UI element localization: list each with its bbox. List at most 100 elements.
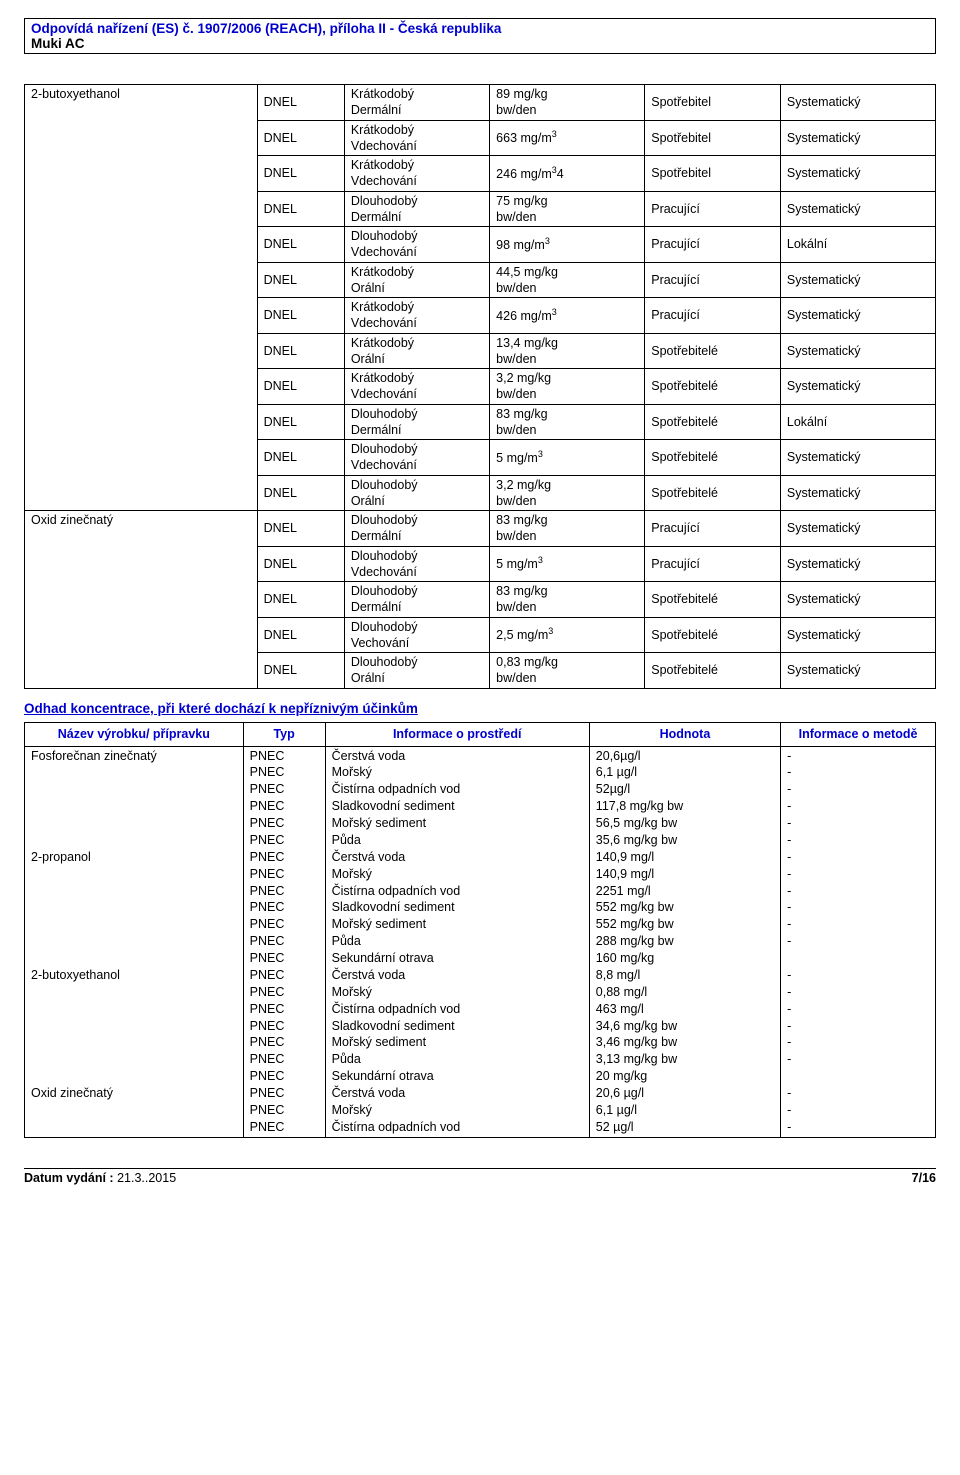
footer-page: 7/16 [912, 1171, 936, 1185]
dnel-cell: 13,4 mg/kgbw/den [490, 333, 645, 369]
pnec-col: 20,6µg/l6,1 µg/l52µg/l117,8 mg/kg bw56,5… [589, 746, 780, 1137]
dnel-cell: Spotřebitel [645, 120, 781, 156]
dnel-cell: Systematický [780, 333, 935, 369]
dnel-cell: Spotřebitelé [645, 440, 781, 476]
pnec-section-title: Odhad koncentrace, při které dochází k n… [24, 701, 936, 716]
dnel-cell: Spotřebitel [645, 85, 781, 121]
dnel-cell: Lokální [780, 404, 935, 440]
dnel-cell: DNEL [257, 369, 344, 405]
pnec-table: Název výrobku/ přípravkuTypInformace o p… [24, 722, 936, 1138]
dnel-cell: DNEL [257, 333, 344, 369]
pnec-header: Hodnota [589, 722, 780, 746]
pnec-header: Název výrobku/ přípravku [25, 722, 244, 746]
dnel-cell: DlouhodobýOrální [344, 653, 489, 689]
dnel-cell: 3,2 mg/kgbw/den [490, 369, 645, 405]
dnel-cell: KrátkodobýVdechování [344, 156, 489, 192]
dnel-cell: Systematický [780, 475, 935, 511]
dnel-cell: Pracující [645, 546, 781, 582]
footer-date-value: 21.3..2015 [114, 1171, 177, 1185]
pnec-col: PNECPNECPNECPNECPNECPNECPNECPNECPNECPNEC… [243, 746, 325, 1137]
dnel-cell: Systematický [780, 546, 935, 582]
dnel-cell: Spotřebitelé [645, 369, 781, 405]
dnel-cell: DlouhodobýVdechování [344, 546, 489, 582]
dnel-cell: 83 mg/kgbw/den [490, 404, 645, 440]
dnel-cell: KrátkodobýOrální [344, 333, 489, 369]
dnel-cell: Spotřebitelé [645, 617, 781, 653]
dnel-cell: 0,83 mg/kgbw/den [490, 653, 645, 689]
dnel-cell: Pracující [645, 191, 781, 227]
regulation-line: Odpovídá nařízení (ES) č. 1907/2006 (REA… [31, 21, 929, 36]
dnel-cell: Systematický [780, 653, 935, 689]
pnec-header: Informace o prostředí [325, 722, 589, 746]
dnel-cell: Spotřebitelé [645, 404, 781, 440]
dnel-cell: Pracující [645, 511, 781, 547]
substance-name: 2-butoxyethanol [25, 85, 258, 511]
dnel-cell: DNEL [257, 546, 344, 582]
dnel-cell: DNEL [257, 227, 344, 263]
dnel-cell: Spotřebitelé [645, 333, 781, 369]
dnel-cell: DlouhodobýDermální [344, 191, 489, 227]
dnel-cell: 5 mg/m3 [490, 546, 645, 582]
dnel-cell: Spotřebitelé [645, 582, 781, 618]
dnel-cell: 5 mg/m3 [490, 440, 645, 476]
dnel-cell: DNEL [257, 617, 344, 653]
pnec-header: Typ [243, 722, 325, 746]
dnel-table: 2-butoxyethanolDNELKrátkodobýDermální89 … [24, 84, 936, 689]
dnel-cell: DNEL [257, 120, 344, 156]
dnel-cell: DlouhodobýDermální [344, 511, 489, 547]
dnel-cell: 3,2 mg/kgbw/den [490, 475, 645, 511]
dnel-cell: Spotřebitelé [645, 475, 781, 511]
dnel-cell: DNEL [257, 262, 344, 298]
dnel-cell: 83 mg/kgbw/den [490, 582, 645, 618]
dnel-cell: DNEL [257, 85, 344, 121]
pnec-substance-col: Fosforečnan zinečnatý 2-propanol 2-butox… [25, 746, 244, 1137]
dnel-cell: KrátkodobýVdechování [344, 369, 489, 405]
dnel-cell: DlouhodobýVdechování [344, 440, 489, 476]
dnel-cell: DNEL [257, 156, 344, 192]
dnel-cell: 663 mg/m3 [490, 120, 645, 156]
dnel-cell: DNEL [257, 440, 344, 476]
dnel-cell: DNEL [257, 404, 344, 440]
dnel-cell: 246 mg/m34 [490, 156, 645, 192]
dnel-cell: DlouhodobýDermální [344, 582, 489, 618]
dnel-cell: 98 mg/m3 [490, 227, 645, 263]
footer-date-label: Datum vydání : [24, 1171, 114, 1185]
dnel-cell: 83 mg/kgbw/den [490, 511, 645, 547]
dnel-cell: Systematický [780, 511, 935, 547]
header-box: Odpovídá nařízení (ES) č. 1907/2006 (REA… [24, 18, 936, 54]
dnel-cell: Systematický [780, 369, 935, 405]
dnel-cell: DNEL [257, 511, 344, 547]
dnel-cell: Systematický [780, 262, 935, 298]
dnel-cell: KrátkodobýVdechování [344, 298, 489, 334]
dnel-cell: Systematický [780, 156, 935, 192]
footer: Datum vydání : 21.3..2015 7/16 [24, 1168, 936, 1185]
dnel-cell: DNEL [257, 582, 344, 618]
pnec-col: ------------ ------ --- [781, 746, 936, 1137]
dnel-cell: Systematický [780, 120, 935, 156]
dnel-cell: Systematický [780, 582, 935, 618]
dnel-cell: KrátkodobýOrální [344, 262, 489, 298]
pnec-header: Informace o metodě [781, 722, 936, 746]
dnel-cell: Pracující [645, 227, 781, 263]
dnel-cell: 426 mg/m3 [490, 298, 645, 334]
dnel-cell: Systematický [780, 85, 935, 121]
dnel-cell: DNEL [257, 298, 344, 334]
footer-left: Datum vydání : 21.3..2015 [24, 1171, 176, 1185]
dnel-cell: DlouhodobýDermální [344, 404, 489, 440]
dnel-cell: Pracující [645, 298, 781, 334]
dnel-cell: Systematický [780, 298, 935, 334]
dnel-cell: DlouhodobýVechování [344, 617, 489, 653]
product-name: Muki AC [31, 36, 929, 51]
dnel-cell: Systematický [780, 617, 935, 653]
dnel-cell: Spotřebitel [645, 156, 781, 192]
substance-name: Oxid zinečnatý [25, 511, 258, 689]
dnel-cell: DNEL [257, 653, 344, 689]
dnel-cell: Systematický [780, 191, 935, 227]
dnel-cell: DNEL [257, 475, 344, 511]
dnel-cell: KrátkodobýVdechování [344, 120, 489, 156]
pnec-col: Čerstvá vodaMořskýČistírna odpadních vod… [325, 746, 589, 1137]
dnel-cell: Pracující [645, 262, 781, 298]
dnel-cell: DlouhodobýVdechování [344, 227, 489, 263]
dnel-cell: KrátkodobýDermální [344, 85, 489, 121]
dnel-cell: DlouhodobýOrální [344, 475, 489, 511]
